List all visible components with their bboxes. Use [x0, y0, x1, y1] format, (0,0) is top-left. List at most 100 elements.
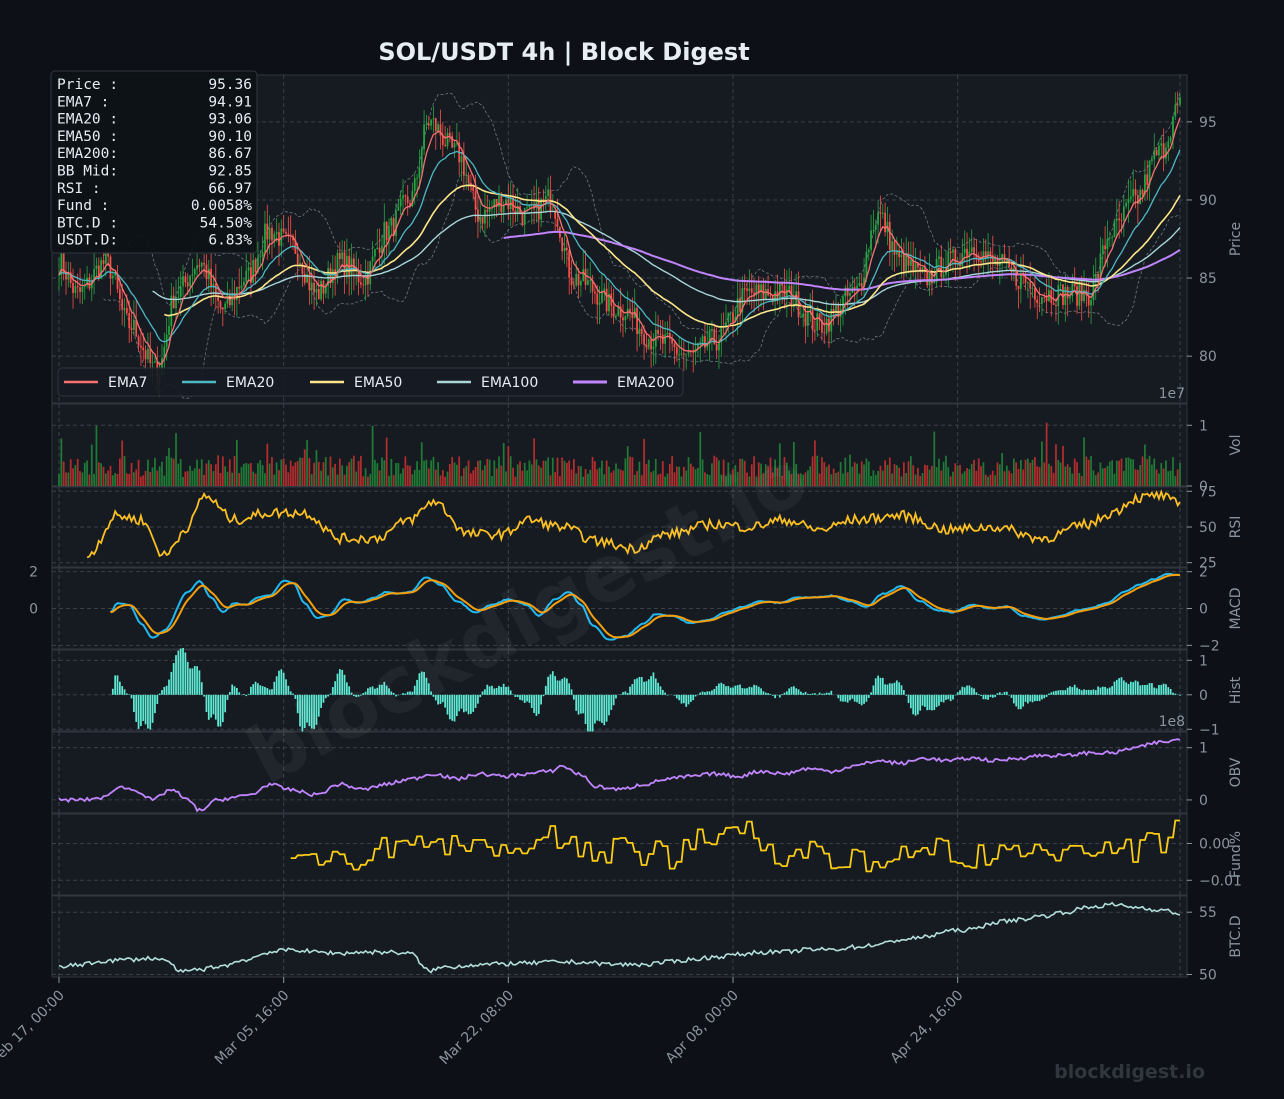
histogram-bar: [140, 695, 142, 726]
histogram-bar: [770, 694, 772, 695]
histogram-bar: [192, 668, 194, 694]
volume-bar: [622, 471, 624, 486]
candle-body: [833, 309, 835, 312]
candle-body: [816, 313, 818, 330]
volume-bar: [524, 463, 526, 486]
candle-body: [943, 275, 945, 277]
histogram-bar: [1034, 695, 1036, 701]
candle-body: [639, 329, 641, 334]
volume-bar: [1174, 476, 1176, 486]
candle-body: [299, 263, 301, 264]
histogram-bar: [121, 686, 123, 695]
histogram-bar: [840, 695, 842, 702]
volume-bar: [486, 459, 488, 486]
histogram-bar: [498, 686, 500, 695]
legend-label-ema20: EMA20: [226, 375, 274, 391]
candle-body: [472, 187, 474, 191]
candle-body: [894, 241, 896, 254]
histogram-bar: [688, 695, 690, 705]
histogram-bar: [531, 695, 533, 708]
candle-body: [500, 195, 502, 212]
candle-body: [802, 313, 804, 317]
histogram-bar: [514, 695, 516, 697]
candle-body: [1111, 237, 1113, 238]
candle-body: [386, 222, 388, 240]
histogram-bar: [1041, 695, 1043, 700]
volume-bar: [189, 466, 191, 486]
candle-body: [1102, 245, 1104, 253]
histogram-bar: [1118, 678, 1120, 695]
histogram-bar: [685, 695, 687, 707]
candle-body: [180, 286, 182, 296]
volume-bar: [545, 461, 547, 486]
info-value: 94.91: [208, 94, 252, 110]
histogram-bar: [568, 683, 570, 694]
candle-body: [599, 303, 601, 305]
candle-body: [891, 241, 893, 250]
info-label: USDT.D:: [57, 233, 118, 249]
candle-body: [571, 278, 573, 285]
volume-bar: [1132, 459, 1134, 486]
volume-bar: [863, 464, 865, 486]
volume-bar: [372, 426, 374, 486]
candle-body: [89, 278, 91, 289]
info-label: BB Mid:: [57, 164, 118, 180]
histogram-bar: [772, 695, 774, 696]
volume-bar: [1156, 470, 1158, 486]
candle-body: [100, 260, 102, 278]
volume-bar: [564, 461, 566, 486]
histogram-bar: [667, 695, 669, 696]
volume-bar: [1149, 456, 1151, 486]
candle-body: [1090, 300, 1092, 305]
volume-bar: [1097, 473, 1099, 486]
legend-label-ema200: EMA200: [617, 375, 674, 391]
volume-bar: [273, 475, 275, 486]
volume-bar: [231, 473, 233, 486]
candle-body: [1064, 287, 1066, 305]
volume-bar: [573, 459, 575, 486]
histogram-bar: [711, 690, 713, 694]
candle-body: [121, 299, 123, 309]
histogram-bar: [760, 688, 762, 694]
histogram-bar: [1025, 695, 1027, 702]
legend-label-ema100: EMA100: [481, 375, 538, 391]
volume-bar: [954, 463, 956, 486]
histogram-bar: [847, 695, 849, 703]
volume-bar: [318, 462, 320, 486]
volume-bar: [1083, 437, 1085, 486]
candle-body: [788, 286, 790, 290]
volume-bar: [187, 471, 189, 486]
histogram-bar: [938, 695, 940, 706]
volume-bar: [964, 471, 966, 486]
candle-body: [929, 271, 931, 285]
volume-bar: [559, 476, 561, 486]
histogram-bar: [264, 687, 266, 695]
volume-bar: [299, 457, 301, 486]
histogram-bar: [992, 695, 994, 698]
histogram-bar: [1123, 680, 1125, 694]
histogram-bar: [779, 695, 781, 698]
candle-body: [339, 253, 341, 259]
volume-bar: [341, 465, 343, 486]
volume-bar: [1060, 463, 1062, 486]
histogram-bar: [182, 648, 184, 695]
candle-body: [252, 260, 254, 283]
info-label: RSI :: [57, 181, 101, 197]
volume-bar: [185, 472, 187, 486]
histogram-bar: [952, 695, 954, 700]
volume-bar: [91, 445, 93, 486]
histogram-bar: [613, 695, 615, 705]
candle-body: [1029, 282, 1031, 288]
volume-bar: [903, 462, 905, 486]
volume-bar: [447, 472, 449, 486]
candle-body: [657, 330, 659, 334]
volume-bar: [1062, 446, 1064, 486]
histogram-bar: [765, 693, 767, 695]
candle-body: [152, 363, 154, 364]
candle-body: [589, 280, 591, 281]
candle-body: [1039, 303, 1041, 304]
volume-bar: [362, 476, 364, 486]
histogram-bar: [657, 683, 659, 695]
volume-bar: [1135, 469, 1137, 486]
candle-body: [447, 133, 449, 146]
